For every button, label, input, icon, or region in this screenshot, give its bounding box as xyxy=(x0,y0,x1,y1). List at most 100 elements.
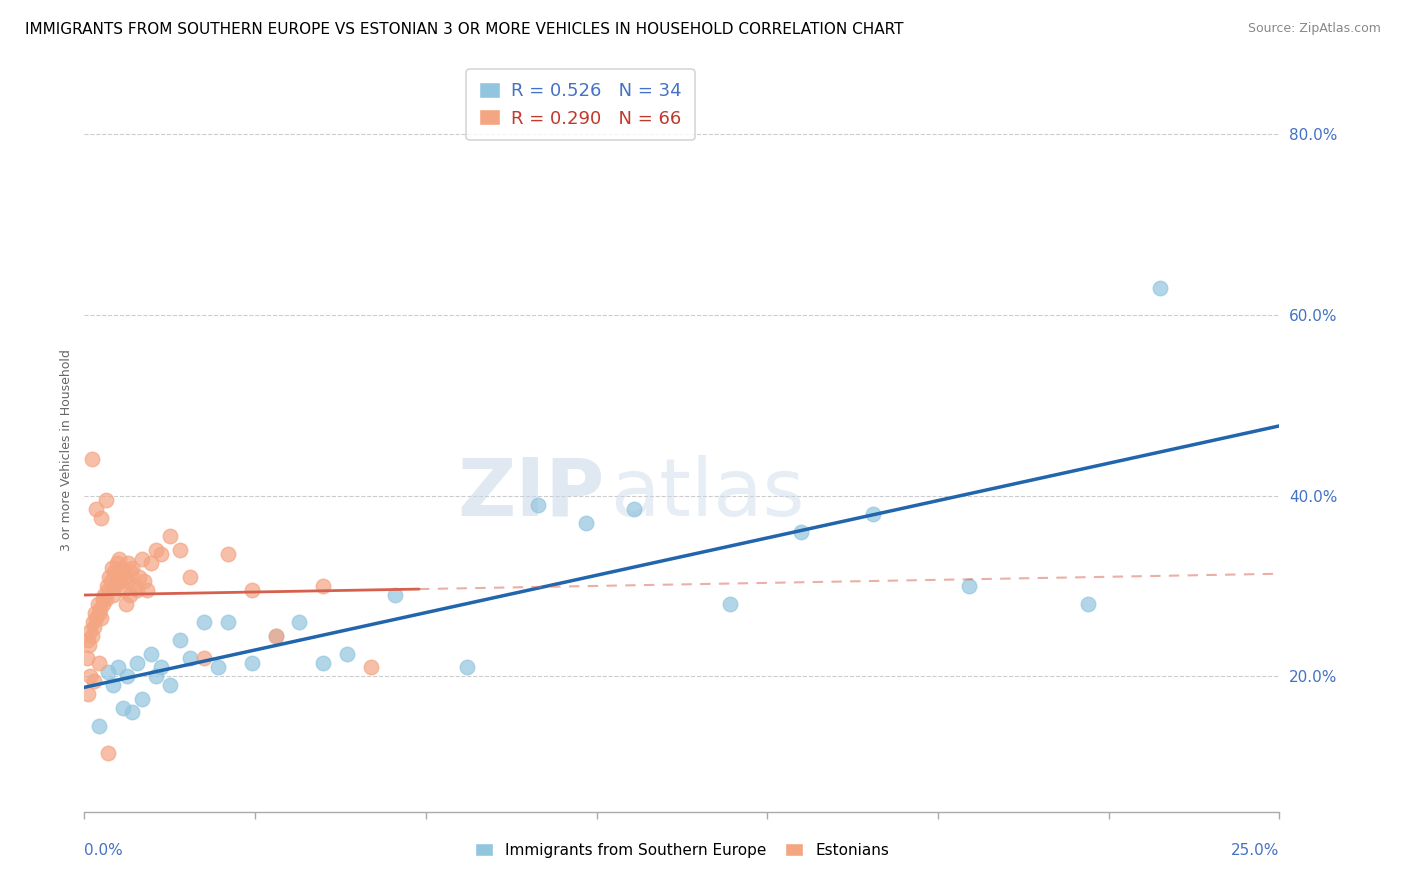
Point xyxy=(575,516,598,530)
Point xyxy=(82,615,104,629)
Point xyxy=(1077,597,1099,611)
Point xyxy=(240,656,263,670)
Point xyxy=(527,498,550,512)
Point xyxy=(121,706,143,720)
Point xyxy=(111,561,134,575)
Point xyxy=(107,660,129,674)
Point xyxy=(128,570,150,584)
Point xyxy=(87,597,110,611)
Point xyxy=(107,570,129,584)
Point xyxy=(384,588,406,602)
Point xyxy=(90,610,112,624)
Point xyxy=(97,665,120,679)
Point xyxy=(77,687,100,701)
Point xyxy=(456,660,478,674)
Point xyxy=(193,651,215,665)
Point xyxy=(86,502,108,516)
Point xyxy=(125,583,148,598)
Point xyxy=(100,574,122,589)
Point xyxy=(93,588,115,602)
Point xyxy=(288,615,311,629)
Text: atlas: atlas xyxy=(610,455,804,533)
Point xyxy=(193,615,215,629)
Point xyxy=(101,678,124,692)
Point xyxy=(957,579,980,593)
Text: 25.0%: 25.0% xyxy=(1232,843,1279,858)
Point xyxy=(264,629,287,643)
Point xyxy=(149,660,172,674)
Point xyxy=(98,570,121,584)
Point xyxy=(77,633,100,648)
Point xyxy=(97,583,120,598)
Point xyxy=(179,570,201,584)
Point xyxy=(111,701,134,715)
Point xyxy=(79,669,101,683)
Point xyxy=(217,547,239,561)
Point xyxy=(91,592,114,607)
Point xyxy=(89,601,111,615)
Point xyxy=(336,647,359,661)
Point xyxy=(623,502,645,516)
Point xyxy=(862,507,884,521)
Point xyxy=(93,597,115,611)
Point xyxy=(132,574,156,589)
Point xyxy=(104,579,127,593)
Point xyxy=(117,574,139,589)
Point xyxy=(83,673,105,688)
Point xyxy=(80,629,103,643)
Point xyxy=(312,579,335,593)
Point xyxy=(149,547,172,561)
Point xyxy=(76,651,98,665)
Point xyxy=(94,493,117,508)
Point xyxy=(101,561,124,575)
Point xyxy=(131,551,153,566)
Point xyxy=(240,583,263,598)
Point xyxy=(107,551,129,566)
Point xyxy=(159,529,181,543)
Point xyxy=(121,561,143,575)
Text: ZIP: ZIP xyxy=(457,455,605,533)
Point xyxy=(120,566,142,580)
Point xyxy=(169,542,191,557)
Point xyxy=(103,566,125,580)
Point xyxy=(1149,281,1171,295)
Point xyxy=(83,619,105,633)
Point xyxy=(80,452,103,467)
Point xyxy=(169,633,191,648)
Point xyxy=(115,597,138,611)
Text: 0.0%: 0.0% xyxy=(84,843,124,858)
Point xyxy=(217,615,239,629)
Point xyxy=(159,678,181,692)
Point xyxy=(117,669,139,683)
Point xyxy=(97,746,120,760)
Point xyxy=(718,597,741,611)
Point xyxy=(117,557,139,571)
Point xyxy=(96,579,118,593)
Point xyxy=(135,583,157,598)
Point xyxy=(114,570,136,584)
Point xyxy=(79,624,101,639)
Point xyxy=(312,656,335,670)
Point xyxy=(145,669,167,683)
Point xyxy=(141,647,163,661)
Point xyxy=(125,656,148,670)
Point xyxy=(87,606,110,620)
Legend: Immigrants from Southern Europe, Estonians: Immigrants from Southern Europe, Estonia… xyxy=(467,835,897,865)
Point xyxy=(105,557,128,571)
Point xyxy=(790,524,813,539)
Point xyxy=(101,588,124,602)
Point xyxy=(110,574,132,589)
Text: Source: ZipAtlas.com: Source: ZipAtlas.com xyxy=(1247,22,1381,36)
Text: IMMIGRANTS FROM SOUTHERN EUROPE VS ESTONIAN 3 OR MORE VEHICLES IN HOUSEHOLD CORR: IMMIGRANTS FROM SOUTHERN EUROPE VS ESTON… xyxy=(25,22,904,37)
Point xyxy=(360,660,382,674)
Point xyxy=(87,719,110,733)
Point xyxy=(90,511,112,525)
Point xyxy=(145,542,167,557)
Y-axis label: 3 or more Vehicles in Household: 3 or more Vehicles in Household xyxy=(60,350,73,551)
Point xyxy=(87,656,110,670)
Point xyxy=(86,610,108,624)
Point xyxy=(118,588,141,602)
Point xyxy=(94,592,117,607)
Point xyxy=(124,579,146,593)
Point xyxy=(77,638,100,652)
